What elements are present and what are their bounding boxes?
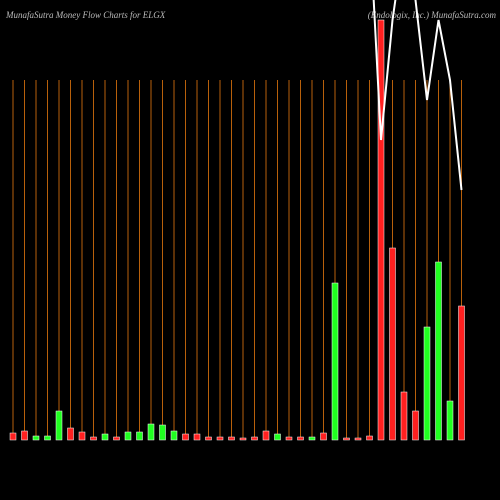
bar bbox=[366, 435, 373, 441]
bar bbox=[446, 400, 454, 441]
bar bbox=[170, 430, 178, 441]
bar bbox=[193, 433, 201, 441]
bar bbox=[308, 436, 316, 441]
bar bbox=[55, 410, 63, 441]
bar bbox=[182, 433, 189, 441]
chart-subtitle: (Endologix, Inc.) MunafaSutra.com bbox=[368, 10, 497, 20]
bar bbox=[136, 431, 143, 441]
bar bbox=[239, 437, 247, 441]
bar bbox=[458, 305, 465, 441]
bar bbox=[101, 433, 109, 441]
bar bbox=[354, 437, 362, 441]
bar bbox=[377, 19, 385, 441]
bar bbox=[147, 423, 155, 441]
bar bbox=[400, 391, 408, 441]
bar bbox=[205, 436, 212, 441]
bar bbox=[90, 436, 97, 441]
bar bbox=[412, 410, 419, 441]
money-flow-line bbox=[372, 0, 463, 191]
bar bbox=[159, 424, 166, 441]
bar bbox=[113, 436, 120, 441]
bar bbox=[216, 436, 224, 441]
bar bbox=[389, 247, 396, 441]
chart-title: MunafaSutra Money Flow Charts for ELGX bbox=[5, 10, 166, 20]
bar bbox=[67, 427, 74, 441]
bar bbox=[9, 432, 17, 441]
bar bbox=[423, 326, 431, 441]
bar bbox=[343, 437, 350, 441]
bar bbox=[320, 432, 327, 441]
bar bbox=[21, 430, 28, 441]
line-layer bbox=[372, 0, 463, 191]
bar bbox=[262, 430, 270, 441]
bar bbox=[435, 261, 442, 441]
bar bbox=[274, 433, 281, 441]
bar bbox=[251, 436, 258, 441]
bar bbox=[331, 282, 339, 441]
bar bbox=[228, 436, 235, 441]
bar bbox=[297, 436, 304, 441]
bar bbox=[78, 431, 86, 441]
bar bbox=[285, 436, 293, 441]
bar bbox=[44, 435, 51, 441]
bar bbox=[124, 431, 132, 441]
bar bbox=[32, 435, 40, 441]
